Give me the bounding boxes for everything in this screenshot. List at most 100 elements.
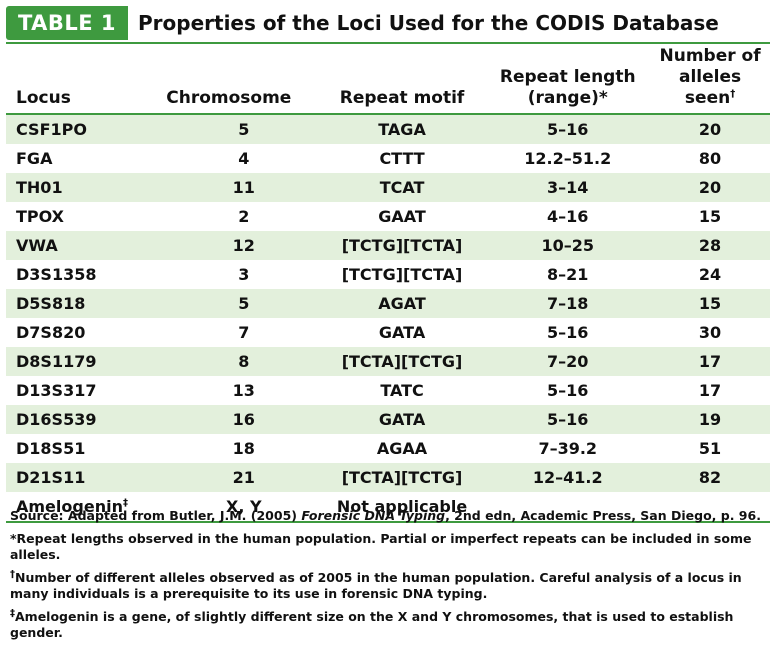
cell-locus: CSF1PO — [6, 114, 139, 144]
table-row: D13S317 13 TATC 5–16 17 — [6, 376, 770, 405]
table-row: D5S818 5 AGAT 7–18 15 — [6, 289, 770, 318]
cell-locus: FGA — [16, 149, 53, 168]
cell-chromosome: 5 — [138, 114, 319, 144]
title-divider — [6, 42, 770, 44]
cell-motif: [TCTG][TCTA] — [318, 231, 486, 260]
cell-alleles: 15 — [698, 207, 722, 226]
cell-motif: Not applicable — [318, 492, 486, 523]
cell-alleles: 20 — [650, 173, 770, 202]
cell-chromosome: 5 — [138, 289, 319, 318]
cell-alleles — [650, 492, 770, 523]
loci-table: Locus Chromosome Repeat motif Repeat len… — [6, 46, 770, 523]
table-row: D18S51 18 AGAA 7–39.2 51 — [6, 434, 770, 463]
cell-motif: GAAT — [378, 207, 426, 226]
cell-motif: [TCTG][TCTA] — [341, 265, 463, 284]
table-row: D16S539 16 GATA 5–16 19 — [6, 405, 770, 434]
cell-locus: D3S1358 — [16, 265, 97, 284]
table-row: CSF1PO 5 TAGA 5–16 20 — [6, 114, 770, 144]
cell-range: 10–25 — [485, 231, 651, 260]
footnote-alleles: †Number of different alleles observed as… — [10, 568, 742, 601]
cell-locus: TH01 — [6, 173, 139, 202]
cell-locus: D16S539 — [6, 405, 139, 434]
cell-alleles: 17 — [650, 347, 770, 376]
footnote-repeat-lengths: *Repeat lengths observed in the human po… — [10, 531, 752, 562]
cell-chromosome: 13 — [232, 381, 255, 400]
cell-motif: CTTT — [379, 149, 425, 168]
table-row: TH01 11 TCAT 3–14 20 — [6, 173, 770, 202]
header-chromosome: Chromosome — [138, 46, 319, 115]
cell-chromosome: X, Y — [138, 492, 319, 523]
table-row-amelogenin: Amelogenin‡ X, Y Not applicable — [6, 492, 770, 523]
cell-motif: GATA — [378, 323, 426, 342]
table-row: TPOX 2 GAAT 4–16 15 — [6, 202, 770, 231]
cell-alleles: 15 — [650, 289, 770, 318]
cell-range — [485, 492, 651, 523]
table-row: D3S1358 3 [TCTG][TCTA] 8–21 24 — [6, 260, 770, 289]
table-row: D21S11 21 [TCTA][TCTG] 12–41.2 82 — [6, 463, 770, 492]
cell-alleles: 20 — [650, 114, 770, 144]
table-row: FGA 4 CTTT 12.2–51.2 80 — [6, 144, 770, 173]
source-note: Source: Adapted from Butler, J.M. (2005)… — [10, 508, 761, 523]
cell-range: 8–21 — [547, 265, 589, 284]
cell-alleles: 51 — [698, 439, 722, 458]
cell-alleles: 24 — [698, 265, 722, 284]
cell-range: 5–16 — [547, 323, 589, 342]
cell-chromosome: 7 — [238, 323, 250, 342]
cell-chromosome: 16 — [138, 405, 319, 434]
cell-chromosome: 11 — [138, 173, 319, 202]
cell-range: 12–41.2 — [485, 463, 651, 492]
cell-range: 5–16 — [485, 405, 651, 434]
cell-chromosome: 3 — [238, 265, 250, 284]
cell-motif: [TCTA][TCTG] — [318, 463, 486, 492]
cell-motif: AGAT — [318, 289, 486, 318]
cell-chromosome: 21 — [138, 463, 319, 492]
cell-motif: AGAA — [376, 439, 428, 458]
header-locus: Locus — [6, 46, 139, 115]
cell-chromosome: 4 — [238, 149, 250, 168]
cell-locus: VWA — [6, 231, 139, 260]
cell-motif: TCAT — [318, 173, 486, 202]
table-title-bar: TABLE 1 Properties of the Loci Used for … — [6, 6, 770, 42]
table-row: D8S1179 8 [TCTA][TCTG] 7–20 17 — [6, 347, 770, 376]
table-footnotes: Source: Adapted from Butler, J.M. (2005)… — [10, 508, 764, 648]
cell-alleles: 80 — [698, 149, 722, 168]
cell-range: 7–18 — [485, 289, 651, 318]
cell-alleles: 82 — [650, 463, 770, 492]
cell-locus: D18S51 — [16, 439, 86, 458]
cell-alleles: 30 — [698, 323, 722, 342]
cell-range: 12.2–51.2 — [524, 149, 612, 168]
cell-locus: D7S820 — [16, 323, 86, 342]
cell-motif: TATC — [380, 381, 424, 400]
cell-range: 7–20 — [485, 347, 651, 376]
cell-motif: [TCTA][TCTG] — [318, 347, 486, 376]
table-row: VWA 12 [TCTG][TCTA] 10–25 28 — [6, 231, 770, 260]
cell-locus: D21S11 — [6, 463, 139, 492]
cell-range: 7–39.2 — [538, 439, 598, 458]
cell-locus: D13S317 — [16, 381, 97, 400]
cell-alleles: 17 — [698, 381, 722, 400]
header-repeat-motif: Repeat motif — [318, 46, 486, 115]
cell-locus: Amelogenin‡ — [6, 492, 139, 523]
cell-chromosome: 18 — [232, 439, 255, 458]
header-number-of-alleles: Number of alleles seen† — [650, 46, 770, 115]
cell-alleles: 28 — [650, 231, 770, 260]
cell-range: 4–16 — [547, 207, 589, 226]
table-badge: TABLE 1 — [6, 6, 128, 40]
cell-chromosome: 12 — [138, 231, 319, 260]
cell-locus: D8S1179 — [6, 347, 139, 376]
cell-alleles: 19 — [650, 405, 770, 434]
header-row: Locus Chromosome Repeat motif Repeat len… — [6, 46, 770, 115]
cell-chromosome: 8 — [138, 347, 319, 376]
footnote-amelogenin: ‡Amelogenin is a gene, of slightly diffe… — [10, 607, 734, 640]
cell-chromosome: 2 — [238, 207, 250, 226]
cell-motif: TAGA — [318, 114, 486, 144]
cell-range: 3–14 — [485, 173, 651, 202]
header-repeat-length: Repeat length (range)* — [485, 46, 651, 115]
cell-locus: D5S818 — [6, 289, 139, 318]
cell-range: 5–16 — [547, 381, 589, 400]
table-title: Properties of the Loci Used for the CODI… — [138, 11, 719, 35]
table-row: D7S820 7 GATA 5–16 30 — [6, 318, 770, 347]
cell-range: 5–16 — [485, 114, 651, 144]
cell-locus: TPOX — [16, 207, 65, 226]
cell-motif: GATA — [318, 405, 486, 434]
